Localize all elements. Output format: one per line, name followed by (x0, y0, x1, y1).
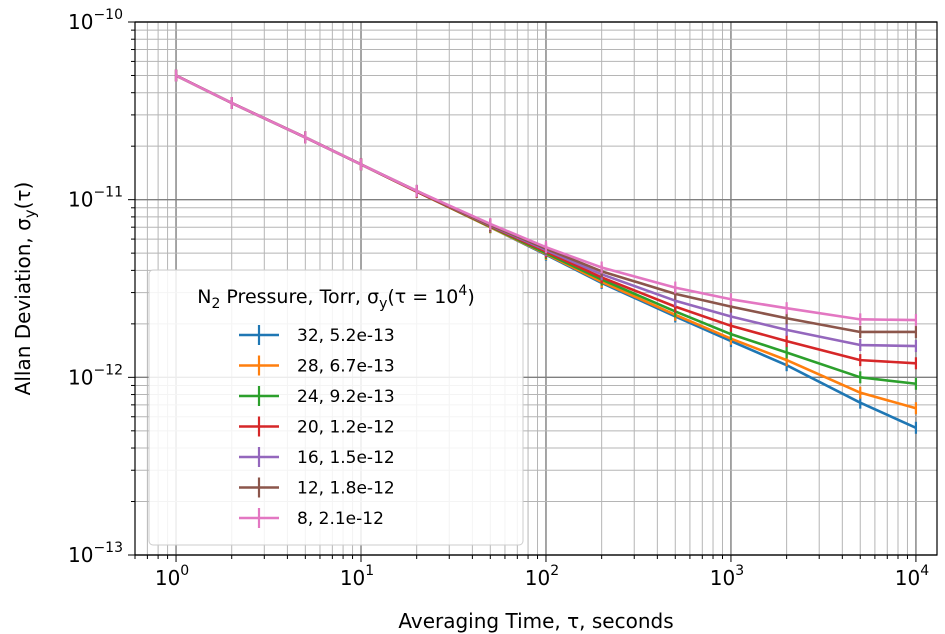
axis-ticks (128, 21, 917, 562)
y-tick-label: 10−10 (68, 7, 123, 34)
legend-label: 28, 6.7e-13 (297, 357, 395, 377)
legend: N2 Pressure, Torr, σy(τ = 104) 32, 5.2e-… (148, 269, 524, 546)
x-tick-label: 100 (155, 563, 189, 590)
x-axis-label: Averaging Time, τ, seconds (398, 609, 673, 633)
y-axis-label: Allan Deviation, σy(τ) (11, 182, 39, 396)
y-tick-label: 10−13 (68, 540, 123, 567)
legend-label: 20, 1.2e-12 (297, 418, 395, 438)
data-series (174, 69, 918, 434)
legend-label: 16, 1.5e-12 (297, 448, 395, 468)
legend-item: 20, 1.2e-12 (239, 416, 395, 438)
legend-label: 12, 1.8e-12 (297, 479, 395, 499)
x-tick-label: 103 (710, 563, 744, 590)
x-tick-label: 102 (525, 563, 559, 590)
legend-item: 8, 2.1e-12 (239, 508, 384, 529)
legend-label: 32, 5.2e-13 (297, 326, 395, 346)
x-tick-label: 104 (895, 563, 929, 590)
series-6 (174, 69, 918, 327)
x-tick-labels: 100 101 102 103 104 (155, 563, 929, 590)
legend-items: 32, 5.2e-13 28, 6.7e-13 24, 9.2e-13 20, 1.2… (239, 325, 395, 529)
y-tick-label: 10−11 (68, 185, 123, 212)
legend-label: 8, 2.1e-12 (297, 509, 384, 529)
legend-box (148, 269, 524, 546)
legend-label: 24, 9.2e-13 (297, 387, 395, 407)
y-tick-labels: 10−13 10−12 10−11 10−10 (68, 7, 123, 567)
legend-item: 16, 1.5e-12 (239, 447, 395, 468)
legend-title: N2 Pressure, Torr, σy(τ = 104) (197, 283, 474, 312)
legend-item: 28, 6.7e-13 (239, 355, 395, 377)
x-tick-label: 101 (340, 563, 374, 590)
plot-frame (134, 21, 938, 556)
y-tick-label: 10−12 (68, 362, 123, 389)
legend-item: 32, 5.2e-13 (239, 325, 395, 346)
legend-item: 24, 9.2e-13 (239, 386, 395, 407)
legend-item: 12, 1.8e-12 (239, 477, 395, 499)
